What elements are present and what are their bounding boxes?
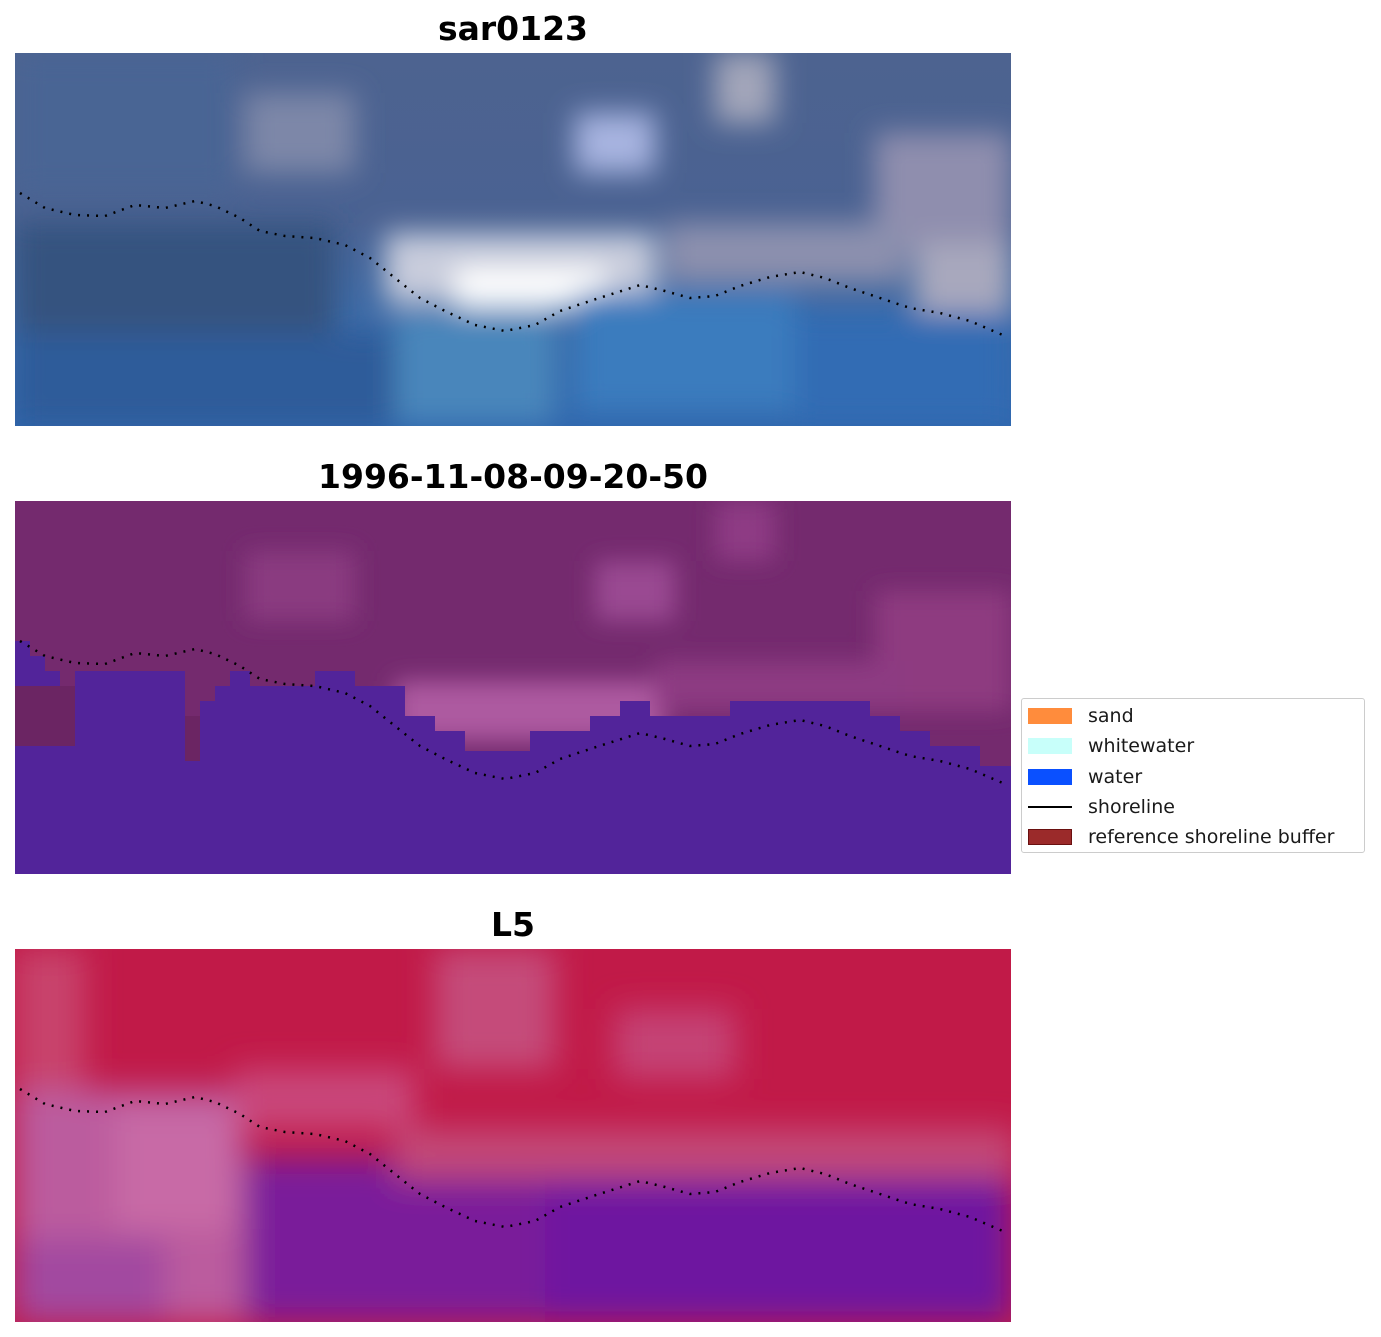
legend-label-whitewater: whitewater xyxy=(1088,735,1195,757)
legend: sand whitewater water shoreline referenc… xyxy=(1021,698,1365,853)
panel-title-index: L5 xyxy=(491,905,535,944)
shoreline-line-icon xyxy=(1028,806,1072,808)
legend-item-shoreline: shoreline xyxy=(1028,795,1358,819)
legend-label-water: water xyxy=(1088,766,1143,788)
legend-item-water: water xyxy=(1028,765,1358,789)
whitewater-swatch xyxy=(1028,738,1072,754)
legend-item-reference-buffer: reference shoreline buffer xyxy=(1028,825,1358,849)
water-mask xyxy=(15,641,1011,874)
legend-label-shoreline: shoreline xyxy=(1088,796,1175,818)
legend-label-sand: sand xyxy=(1088,705,1134,727)
index-image-panel xyxy=(15,949,1011,1322)
water-swatch xyxy=(1028,769,1072,785)
panel-title-classification: 1996-11-08-09-20-50 xyxy=(318,457,708,496)
reference-buffer-swatch xyxy=(1028,829,1072,845)
sand-swatch xyxy=(1028,708,1072,724)
panel-title-rgb: sar0123 xyxy=(437,9,589,48)
rgb-image-panel xyxy=(15,53,1011,426)
legend-item-sand: sand xyxy=(1028,704,1358,728)
legend-label-reference-buffer: reference shoreline buffer xyxy=(1088,826,1335,848)
classification-image-panel xyxy=(15,501,1011,874)
legend-item-whitewater: whitewater xyxy=(1028,734,1358,758)
